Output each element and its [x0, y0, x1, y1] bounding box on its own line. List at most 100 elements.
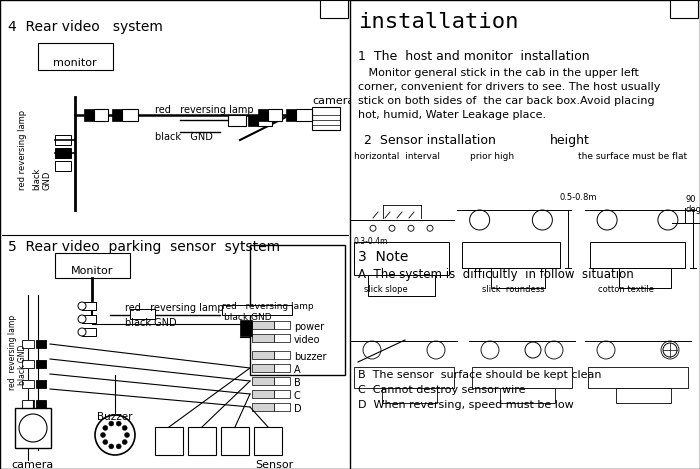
- Bar: [248, 115, 258, 126]
- Circle shape: [78, 302, 86, 310]
- Bar: [500, 388, 555, 403]
- Circle shape: [470, 210, 489, 230]
- Text: black   GND: black GND: [155, 132, 213, 142]
- Bar: [55, 253, 130, 278]
- Text: 1  The  host and monitor  installation: 1 The host and monitor installation: [358, 50, 589, 63]
- Circle shape: [658, 210, 678, 230]
- Text: slick slope: slick slope: [364, 285, 407, 294]
- Bar: [55, 161, 71, 171]
- Circle shape: [122, 439, 127, 445]
- Circle shape: [125, 432, 130, 438]
- Circle shape: [481, 341, 499, 359]
- Bar: [55, 135, 71, 145]
- Text: 6: 6: [679, 5, 689, 19]
- Circle shape: [116, 421, 121, 426]
- Bar: [354, 242, 449, 275]
- Bar: [112, 109, 122, 121]
- Text: Monitor: Monitor: [71, 266, 113, 276]
- Bar: [36, 400, 46, 408]
- Text: installation: installation: [358, 12, 519, 32]
- Bar: [130, 309, 155, 319]
- Circle shape: [427, 341, 445, 359]
- Bar: [36, 360, 46, 368]
- Circle shape: [597, 341, 615, 359]
- Text: video: video: [294, 335, 321, 345]
- Text: 4  Rear video   system: 4 Rear video system: [8, 20, 163, 34]
- Text: 0.3-0.4m: 0.3-0.4m: [354, 237, 388, 246]
- Text: Monitor general stick in the cab in the upper left: Monitor general stick in the cab in the …: [358, 68, 639, 78]
- Bar: [258, 115, 272, 126]
- Text: black: black: [32, 167, 41, 190]
- Text: camera: camera: [312, 96, 354, 106]
- Text: C  Cannot destroy sensor wire: C Cannot destroy sensor wire: [358, 385, 526, 395]
- Bar: [252, 403, 274, 411]
- Text: buzzer: buzzer: [294, 352, 326, 362]
- Text: A  The system is  difficultly  in follow  situation: A The system is difficultly in follow si…: [358, 268, 634, 281]
- Circle shape: [122, 425, 127, 431]
- Bar: [155, 427, 183, 455]
- Text: the surface must be flat: the surface must be flat: [578, 152, 687, 161]
- Bar: [82, 315, 96, 323]
- Text: black GND: black GND: [18, 345, 27, 385]
- Circle shape: [525, 342, 541, 358]
- Text: 3  Note: 3 Note: [358, 250, 408, 264]
- Bar: [274, 403, 290, 411]
- Bar: [252, 334, 274, 342]
- Text: 2  Sensor installation: 2 Sensor installation: [364, 134, 496, 147]
- Bar: [15, 408, 51, 448]
- Bar: [82, 328, 96, 336]
- Bar: [274, 390, 290, 398]
- Circle shape: [78, 328, 86, 336]
- Bar: [84, 109, 94, 121]
- Bar: [94, 109, 108, 121]
- Circle shape: [389, 225, 395, 231]
- Circle shape: [663, 343, 677, 357]
- Bar: [274, 334, 290, 342]
- Bar: [22, 340, 34, 348]
- Bar: [274, 321, 290, 329]
- Bar: [588, 367, 688, 388]
- Bar: [354, 367, 454, 388]
- Bar: [274, 351, 290, 359]
- Circle shape: [408, 225, 414, 231]
- Text: D: D: [294, 404, 302, 414]
- Bar: [619, 268, 671, 288]
- Circle shape: [95, 415, 135, 455]
- Text: 90
degree: 90 degree: [685, 195, 700, 214]
- Text: A: A: [294, 365, 300, 375]
- Bar: [252, 351, 274, 359]
- Bar: [590, 242, 685, 268]
- Circle shape: [363, 341, 381, 359]
- Circle shape: [661, 341, 679, 359]
- Bar: [252, 377, 274, 385]
- Bar: [22, 400, 34, 408]
- Bar: [228, 115, 246, 126]
- Text: red  reversing lamp: red reversing lamp: [8, 315, 17, 390]
- Bar: [55, 148, 71, 158]
- Bar: [616, 388, 671, 403]
- Text: red reversing lamp: red reversing lamp: [18, 110, 27, 190]
- Circle shape: [19, 414, 47, 442]
- Text: 5: 5: [329, 5, 339, 19]
- Bar: [36, 340, 46, 348]
- Circle shape: [427, 225, 433, 231]
- Bar: [82, 302, 96, 310]
- Text: Sensor: Sensor: [255, 460, 293, 469]
- Circle shape: [103, 439, 108, 445]
- Text: stick on both sides of  the car back box.Avoid placing: stick on both sides of the car back box.…: [358, 96, 654, 106]
- Circle shape: [101, 432, 106, 438]
- Bar: [122, 109, 138, 121]
- Bar: [312, 107, 340, 130]
- Text: Buzzer: Buzzer: [97, 412, 133, 422]
- Circle shape: [533, 210, 552, 230]
- Bar: [38, 43, 113, 70]
- Bar: [274, 364, 290, 372]
- Text: cotton textile: cotton textile: [598, 285, 654, 294]
- Bar: [382, 388, 437, 403]
- Text: GND: GND: [42, 171, 51, 190]
- Text: 5  Rear video  parking  sensor  sytstem: 5 Rear video parking sensor sytstem: [8, 240, 280, 254]
- Text: red   reversing lamp: red reversing lamp: [125, 303, 223, 313]
- Text: black GND: black GND: [125, 318, 176, 328]
- Bar: [368, 275, 435, 296]
- Text: 0.5-0.8m: 0.5-0.8m: [560, 193, 598, 202]
